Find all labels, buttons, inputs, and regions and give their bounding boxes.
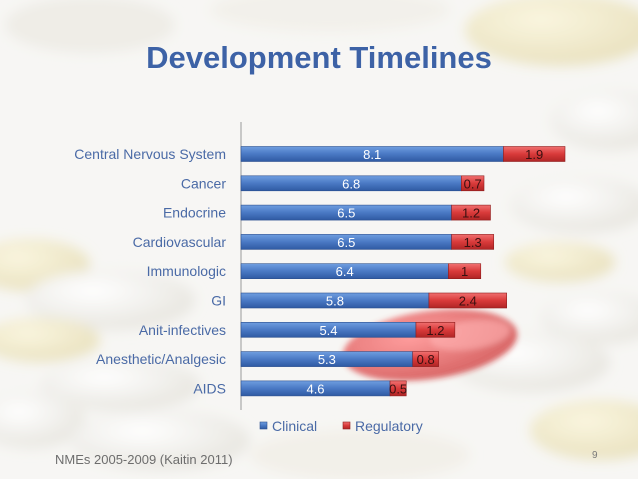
data-label: 6.8: [342, 176, 360, 191]
data-label: 5.3: [318, 352, 336, 367]
slide-title: Development Timelines: [146, 40, 492, 75]
regulatory-bar: [451, 204, 491, 221]
data-label: 0.8: [417, 352, 435, 367]
category-label: Anit-infectives: [139, 322, 226, 338]
category-label: Anesthetic/Analgesic: [96, 351, 226, 367]
data-label: 1.9: [525, 147, 543, 162]
data-label: 0.5: [389, 381, 407, 396]
data-label: 4.6: [306, 381, 324, 396]
data-label: 8.1: [363, 147, 381, 162]
category-label: Cardiovascular: [133, 234, 227, 250]
data-label: 0.7: [464, 176, 482, 191]
data-label: 1.2: [462, 206, 480, 221]
regulatory-bar: [448, 263, 482, 280]
regulatory-bar: [412, 351, 439, 367]
category-label: Cancer: [181, 175, 226, 191]
data-label: 6.5: [337, 206, 355, 221]
data-label: 6.5: [337, 235, 355, 250]
category-label: Central Nervous System: [74, 146, 226, 162]
regulatory-bar: [451, 234, 495, 250]
legend-swatch-clinical: [259, 421, 268, 430]
data-label: 1: [461, 264, 468, 279]
data-label: 1.2: [426, 323, 444, 338]
regulatory-bar: [428, 292, 507, 309]
legend-label-regulatory: Regulatory: [355, 418, 423, 434]
data-label: 2.4: [459, 294, 477, 309]
data-label: 1.3: [464, 235, 482, 250]
legend-label-clinical: Clinical: [272, 418, 317, 434]
regulatory-bar: [503, 146, 566, 162]
legend-swatch-regulatory: [342, 421, 351, 430]
source-citation: NMEs 2005-2009 (Kaitin 2011): [55, 452, 233, 467]
data-label: 6.4: [336, 264, 354, 279]
category-label: Endocrine: [163, 205, 226, 221]
page-number: 9: [592, 450, 598, 461]
category-label: AIDS: [193, 380, 226, 396]
regulatory-bar: [389, 380, 407, 397]
data-label: 5.4: [319, 323, 337, 338]
data-label: 5.8: [326, 294, 344, 309]
regulatory-bar: [415, 321, 456, 338]
category-label: Immunologic: [147, 263, 226, 279]
category-label: GI: [211, 293, 226, 309]
regulatory-bar: [461, 175, 485, 192]
